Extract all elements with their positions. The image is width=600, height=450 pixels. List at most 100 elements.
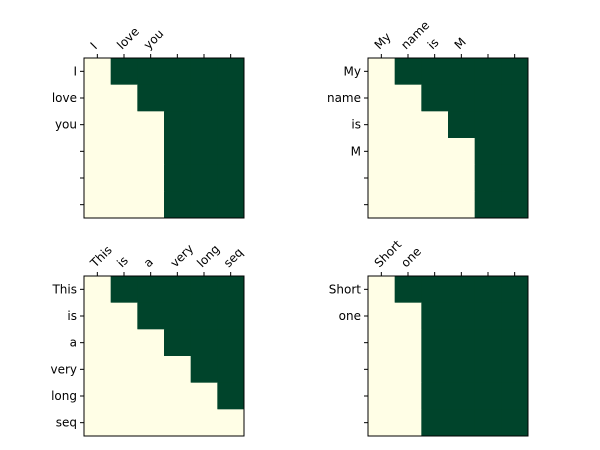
heatmap-cell: [190, 191, 218, 219]
heatmap-cell: [394, 382, 422, 410]
heatmap-cell: [501, 302, 529, 330]
heatmap-cell: [448, 111, 476, 139]
heatmap-cell: [501, 191, 529, 219]
heatmap-cell: [394, 138, 422, 166]
axes-frame: [367, 275, 529, 437]
heatmap-cell: [217, 138, 245, 166]
heatmap-cell: [368, 302, 396, 330]
heatmap-cell: [448, 58, 476, 86]
y-tick-label: is: [67, 309, 77, 323]
heatmap-cell: [137, 356, 165, 384]
heatmap-cell: [110, 191, 138, 219]
heatmap-cell: [448, 382, 476, 410]
heatmap-cell: [164, 164, 192, 192]
heatmap-cell: [474, 409, 502, 437]
heatmap-cell: [137, 382, 165, 410]
heatmap-cell: [448, 276, 476, 304]
heatmap-cell: [394, 356, 422, 384]
y-tick-label: you: [55, 118, 77, 132]
axes-frame: [367, 57, 529, 219]
heatmap-cell: [421, 138, 449, 166]
heatmap-cell: [421, 111, 449, 139]
x-tick-label: M: [452, 35, 469, 52]
heatmap-cell: [84, 164, 112, 192]
heatmap-cell: [394, 329, 422, 357]
heatmap-cell: [474, 382, 502, 410]
heatmap-cell: [190, 329, 218, 357]
heatmap-cell: [190, 356, 218, 384]
heatmap-cell: [368, 356, 396, 384]
x-tick-label: you: [141, 27, 167, 53]
y-tick-label: M: [351, 144, 361, 158]
y-tick-label: I: [73, 64, 77, 78]
y-tick-label: Short: [329, 282, 361, 296]
heatmap-cell: [110, 111, 138, 139]
heatmap-cell: [394, 84, 422, 112]
heatmap-cell: [217, 84, 245, 112]
heatmap-cell: [137, 409, 165, 437]
heatmap-cell: [421, 276, 449, 304]
heatmap-cell: [448, 302, 476, 330]
heatmap-cell: [368, 111, 396, 139]
heatmap-cell: [368, 409, 396, 437]
heatmap-cell: [217, 164, 245, 192]
heatmap-cell: [474, 84, 502, 112]
heatmap-cell: [137, 164, 165, 192]
heatmap-cell: [110, 409, 138, 437]
heatmap-cell: [448, 191, 476, 219]
heatmap-cell: [190, 302, 218, 330]
heatmap-cell: [394, 164, 422, 192]
heatmap-cell: [190, 409, 218, 437]
heatmap-cell: [474, 111, 502, 139]
heatmap-cell: [164, 191, 192, 219]
heatmap-cell: [217, 302, 245, 330]
heatmap-cell: [448, 84, 476, 112]
y-tick-label: long: [51, 389, 77, 403]
heatmap-cell: [448, 138, 476, 166]
heatmap-cell: [421, 84, 449, 112]
heatmap-cell: [501, 329, 529, 357]
heatmap-cell: [368, 84, 396, 112]
heatmap-cell: [84, 302, 112, 330]
heatmap-cell: [217, 276, 245, 304]
heatmap-cell: [110, 356, 138, 384]
heatmap-cell: [190, 111, 218, 139]
heatmap-cell: [217, 58, 245, 86]
heatmap-cell: [474, 329, 502, 357]
heatmap-cell: [501, 409, 529, 437]
x-tick-label: long: [194, 242, 222, 270]
x-tick-label: is: [114, 253, 131, 270]
heatmap-cell: [368, 276, 396, 304]
heatmap-cell: [474, 302, 502, 330]
heatmap-cell: [474, 138, 502, 166]
y-tick-label: one: [339, 309, 361, 323]
heatmap-cell: [137, 191, 165, 219]
heatmap-cell: [164, 356, 192, 384]
x-tick-label: a: [141, 255, 156, 270]
heatmap-cell: [394, 111, 422, 139]
heatmap-cell: [110, 329, 138, 357]
heatmap-cell: [164, 138, 192, 166]
x-tick-label: love: [114, 24, 142, 52]
heatmap-cell: [110, 276, 138, 304]
heatmap-cell: [164, 382, 192, 410]
heatmap-cell: [421, 191, 449, 219]
heatmap-cell: [474, 276, 502, 304]
heatmap-cell: [217, 382, 245, 410]
y-tick-label: is: [351, 118, 361, 132]
heatmap-cell: [137, 302, 165, 330]
heatmap-cell: [164, 111, 192, 139]
heatmap-cell: [474, 58, 502, 86]
heatmap-cell: [84, 111, 112, 139]
heatmap-cell: [84, 356, 112, 384]
heatmap-cell: [421, 58, 449, 86]
heatmap-cell: [368, 191, 396, 219]
heatmap-cell: [137, 111, 165, 139]
heatmap-cell: [368, 382, 396, 410]
heatmap-cell: [217, 329, 245, 357]
heatmap-cell: [110, 84, 138, 112]
heatmap-cell: [394, 58, 422, 86]
y-tick-label: a: [70, 336, 77, 350]
